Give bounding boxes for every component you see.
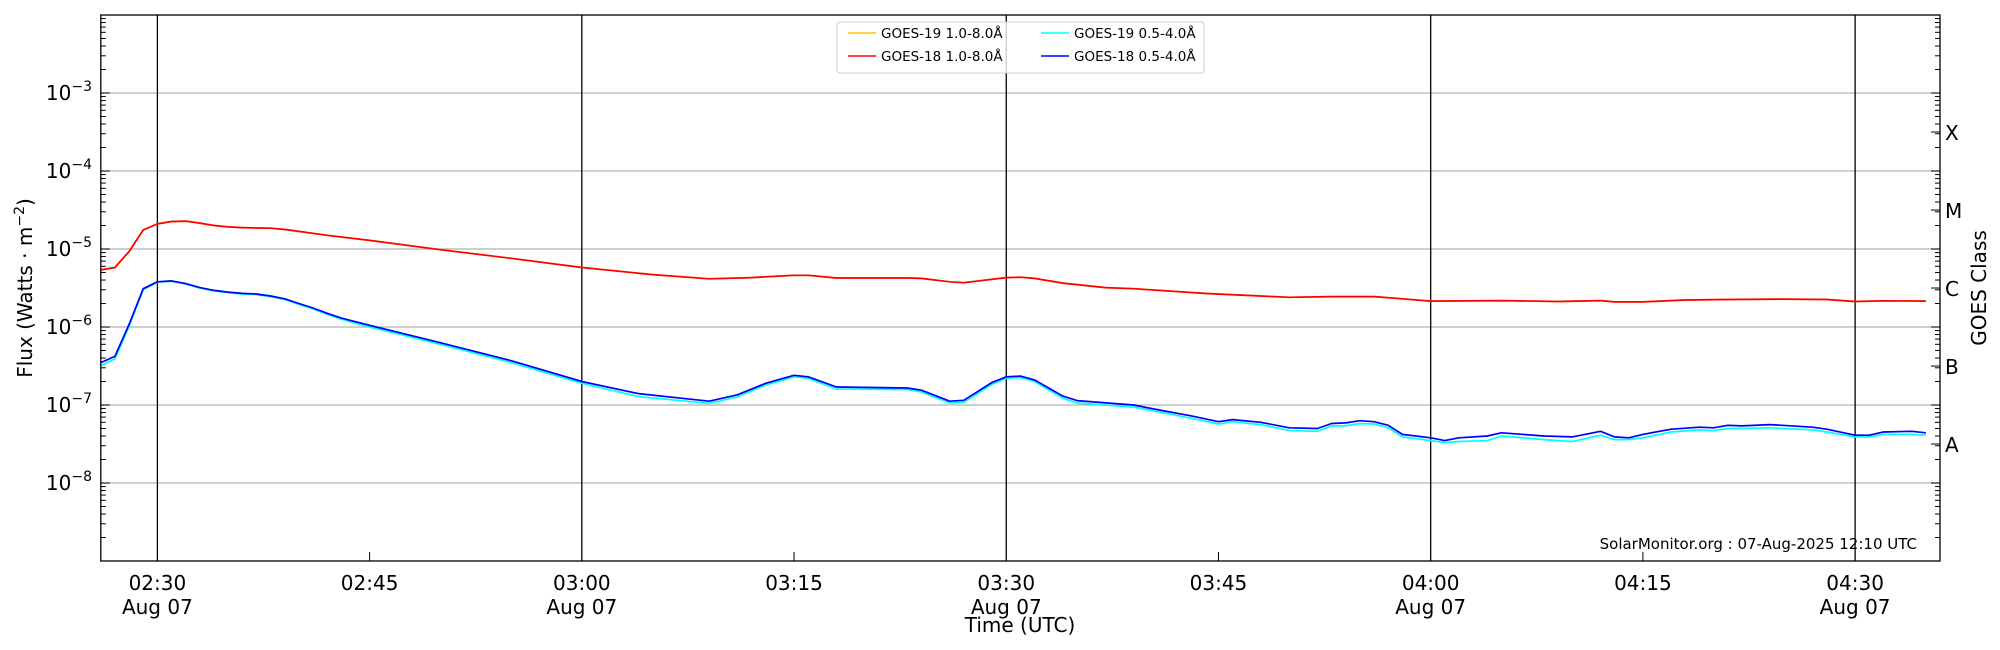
x-tick-label: 02:30 <box>129 571 187 595</box>
grid-lines <box>100 92 1940 484</box>
x-tick-label: 02:45 <box>341 571 399 595</box>
class-label-m: M <box>1945 199 1962 223</box>
x-tick-date-label: Aug 07 <box>1395 595 1466 619</box>
x-tick-label: 04:00 <box>1402 571 1460 595</box>
legend-label: GOES-18 1.0-8.0Å <box>881 48 1003 65</box>
class-label-b: B <box>1945 355 1959 379</box>
class-label-x: X <box>1945 121 1959 145</box>
y-tick-label: 10−7 <box>46 391 92 417</box>
y-tick-label: 10−6 <box>46 313 92 339</box>
x-axis-label: Time (UTC) <box>964 613 1076 637</box>
legend-label: GOES-18 0.5-4.0Å <box>1074 48 1196 65</box>
x-tick-date-label: Aug 07 <box>1820 595 1891 619</box>
class-label-a: A <box>1945 433 1959 457</box>
y2-axis-label: GOES Class <box>1967 230 1991 346</box>
x-tick-date-label: Aug 07 <box>971 595 1042 619</box>
x-tick-date-label: Aug 07 <box>546 595 617 619</box>
y-tick-label: 10−4 <box>46 157 92 183</box>
legend-label: GOES-19 0.5-4.0Å <box>1074 25 1196 42</box>
x-tick-label: 03:30 <box>977 571 1035 595</box>
legend: GOES-19 1.0-8.0Å GOES-18 1.0-8.0Å GOES-19 … <box>836 21 1205 74</box>
x-tick-label: 03:45 <box>1190 571 1248 595</box>
y-tick-label: 10−5 <box>46 235 92 261</box>
class-label-c: C <box>1945 277 1959 301</box>
x-tick-label: 04:15 <box>1614 571 1672 595</box>
y-axis-label: Flux (Watts · m−2) <box>12 198 37 378</box>
y-tick-label: 10−8 <box>46 469 92 495</box>
x-tick-date-label: Aug 07 <box>122 595 193 619</box>
x-tick-label: 03:15 <box>765 571 823 595</box>
series-line-3 <box>100 280 1926 442</box>
day-marker-lines <box>156 15 1856 561</box>
x-tick-label: 04:30 <box>1826 571 1884 595</box>
y-tick-labels: 10−8 10−7 10−6 10−5 10−4 10−3 <box>46 79 92 495</box>
watermark-text: SolarMonitor.org : 07-Aug-2025 12:10 UTC <box>1600 535 1917 553</box>
goes-class-labels: A B C M X <box>1945 121 1962 457</box>
legend-label: GOES-19 1.0-8.0Å <box>881 25 1003 42</box>
x-tick-label: 03:00 <box>553 571 611 595</box>
series-line-1 <box>100 220 1926 303</box>
series-lines <box>100 220 1926 444</box>
y-tick-label: 10−3 <box>46 79 92 105</box>
axis-ticks <box>100 18 1940 562</box>
